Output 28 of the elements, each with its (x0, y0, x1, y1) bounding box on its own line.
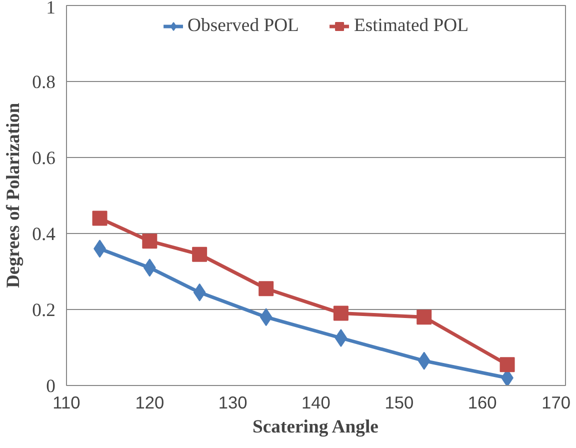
x-tick-label: 120 (135, 392, 164, 412)
y-tick-label: 1 (46, 0, 56, 18)
legend-label: Observed POL (188, 15, 299, 37)
x-tick-label: 110 (52, 392, 80, 412)
x-tick-label: 160 (468, 392, 497, 412)
x-tick-label: 140 (302, 392, 330, 412)
point (416, 310, 432, 325)
y-tick-label: 0.6 (32, 148, 56, 169)
point (193, 283, 206, 302)
point (192, 246, 208, 262)
y-tick-label: 0.8 (32, 72, 56, 93)
y-tick-label: 0.2 (32, 300, 56, 321)
legend-label: Estimated POL (354, 15, 468, 37)
point (92, 210, 108, 226)
point (334, 329, 348, 347)
y-tick-label: 0.4 (32, 224, 56, 245)
point (500, 357, 515, 372)
point (333, 306, 348, 321)
point (260, 308, 272, 326)
y-axis-title: Degrees of Polarization (3, 102, 24, 288)
point (142, 234, 158, 249)
x-tick-label: 130 (218, 392, 248, 412)
point (418, 352, 430, 370)
x-tick-label: 150 (384, 392, 414, 412)
point (258, 281, 274, 296)
x-tick-label: 170 (542, 392, 571, 412)
y-tick-label: 0 (46, 376, 56, 397)
x-axis-title: Scatering Angle (252, 416, 378, 438)
